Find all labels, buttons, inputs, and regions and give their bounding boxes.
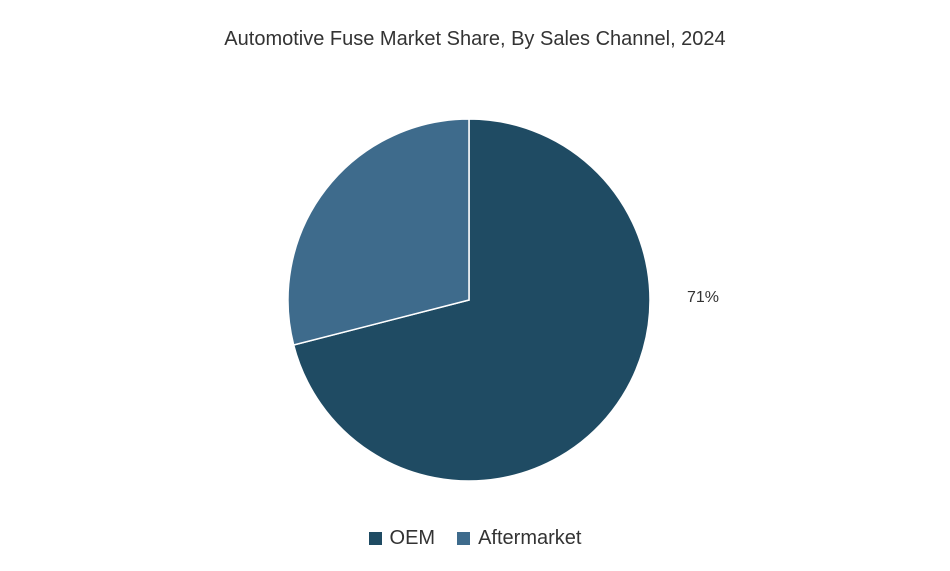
legend-item-aftermarket[interactable]: Aftermarket (457, 527, 581, 550)
legend: OEM Aftermarket (0, 527, 950, 550)
legend-item-oem[interactable]: OEM (368, 527, 436, 550)
legend-swatch-oem (368, 532, 382, 545)
legend-label-aftermarket: Aftermarket (478, 527, 582, 549)
pie-slice-aftermarket[interactable] (287, 118, 470, 346)
pie-slice-oem[interactable] (292, 118, 651, 482)
data-label-oem: 71% (687, 289, 719, 306)
chart-title: Automotive Fuse Market Share, By Sales C… (224, 28, 726, 50)
legend-swatch-aftermarket (457, 532, 471, 545)
legend-label-oem: OEM (389, 527, 436, 549)
